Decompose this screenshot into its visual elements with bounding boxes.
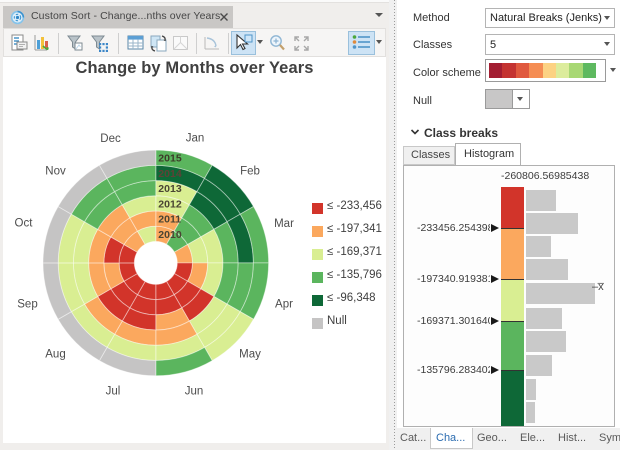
svg-text:2012: 2012 [158,198,182,210]
svg-text:Aug: Aug [45,349,65,361]
svg-text:Oct: Oct [15,218,34,230]
svg-text:Dec: Dec [100,133,121,145]
svg-text:Jun: Jun [185,386,204,398]
svg-text:2015: 2015 [158,153,182,165]
svg-text:2010: 2010 [158,229,182,241]
svg-text:Jul: Jul [106,386,121,398]
svg-text:May: May [239,349,261,361]
svg-text:Mar: Mar [274,218,294,230]
svg-text:Feb: Feb [240,166,260,178]
svg-text:Nov: Nov [45,166,66,178]
svg-text:2011: 2011 [158,214,181,226]
svg-text:Apr: Apr [275,299,293,311]
svg-text:2013: 2013 [158,183,182,195]
svg-text:Sep: Sep [17,299,37,311]
svg-text:Jan: Jan [186,133,205,145]
svg-text:2014: 2014 [158,168,182,180]
